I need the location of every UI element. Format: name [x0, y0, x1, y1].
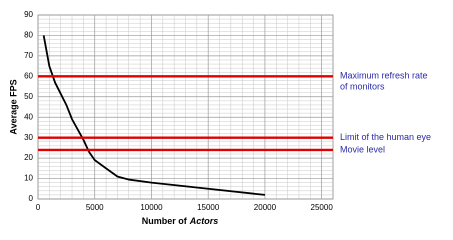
y-tick-label: 60 — [24, 71, 33, 80]
x-tick-label: 15000 — [197, 203, 220, 212]
y-axis-title: Average FPS — [8, 79, 18, 134]
reference-label: Movie level — [340, 144, 385, 154]
y-tick-label: 70 — [24, 51, 33, 60]
x-axis-title: Number of Actors — [142, 216, 219, 226]
y-tick-label: 20 — [24, 153, 33, 162]
x-tick-label: 0 — [36, 203, 41, 212]
y-tick-label: 80 — [24, 31, 33, 40]
y-tick-label: 90 — [24, 10, 33, 19]
reference-label: Maximum refresh rate — [340, 71, 428, 81]
x-axis-title-part: Actors — [189, 216, 219, 226]
reference-label: Limit of the human eye — [340, 132, 431, 142]
series-line — [42, 35, 266, 196]
reference-label: of monitors — [340, 82, 385, 92]
x-tick-label: 5000 — [86, 203, 104, 212]
y-tick-label: 0 — [29, 194, 34, 203]
y-tick-label: 40 — [24, 112, 33, 121]
x-tick-label: 10000 — [140, 203, 163, 212]
y-tick-label: 30 — [24, 133, 33, 142]
x-axis-title-part: Number of — [142, 216, 188, 226]
y-tick-label: 10 — [24, 174, 33, 183]
chart: Average FPS Number of Actors 0 10 20 30 40 50 6… — [8, 10, 431, 226]
y-tick-label: 50 — [24, 92, 33, 101]
x-tick-label: 20000 — [254, 203, 277, 212]
x-tick-label: 25000 — [311, 203, 334, 212]
